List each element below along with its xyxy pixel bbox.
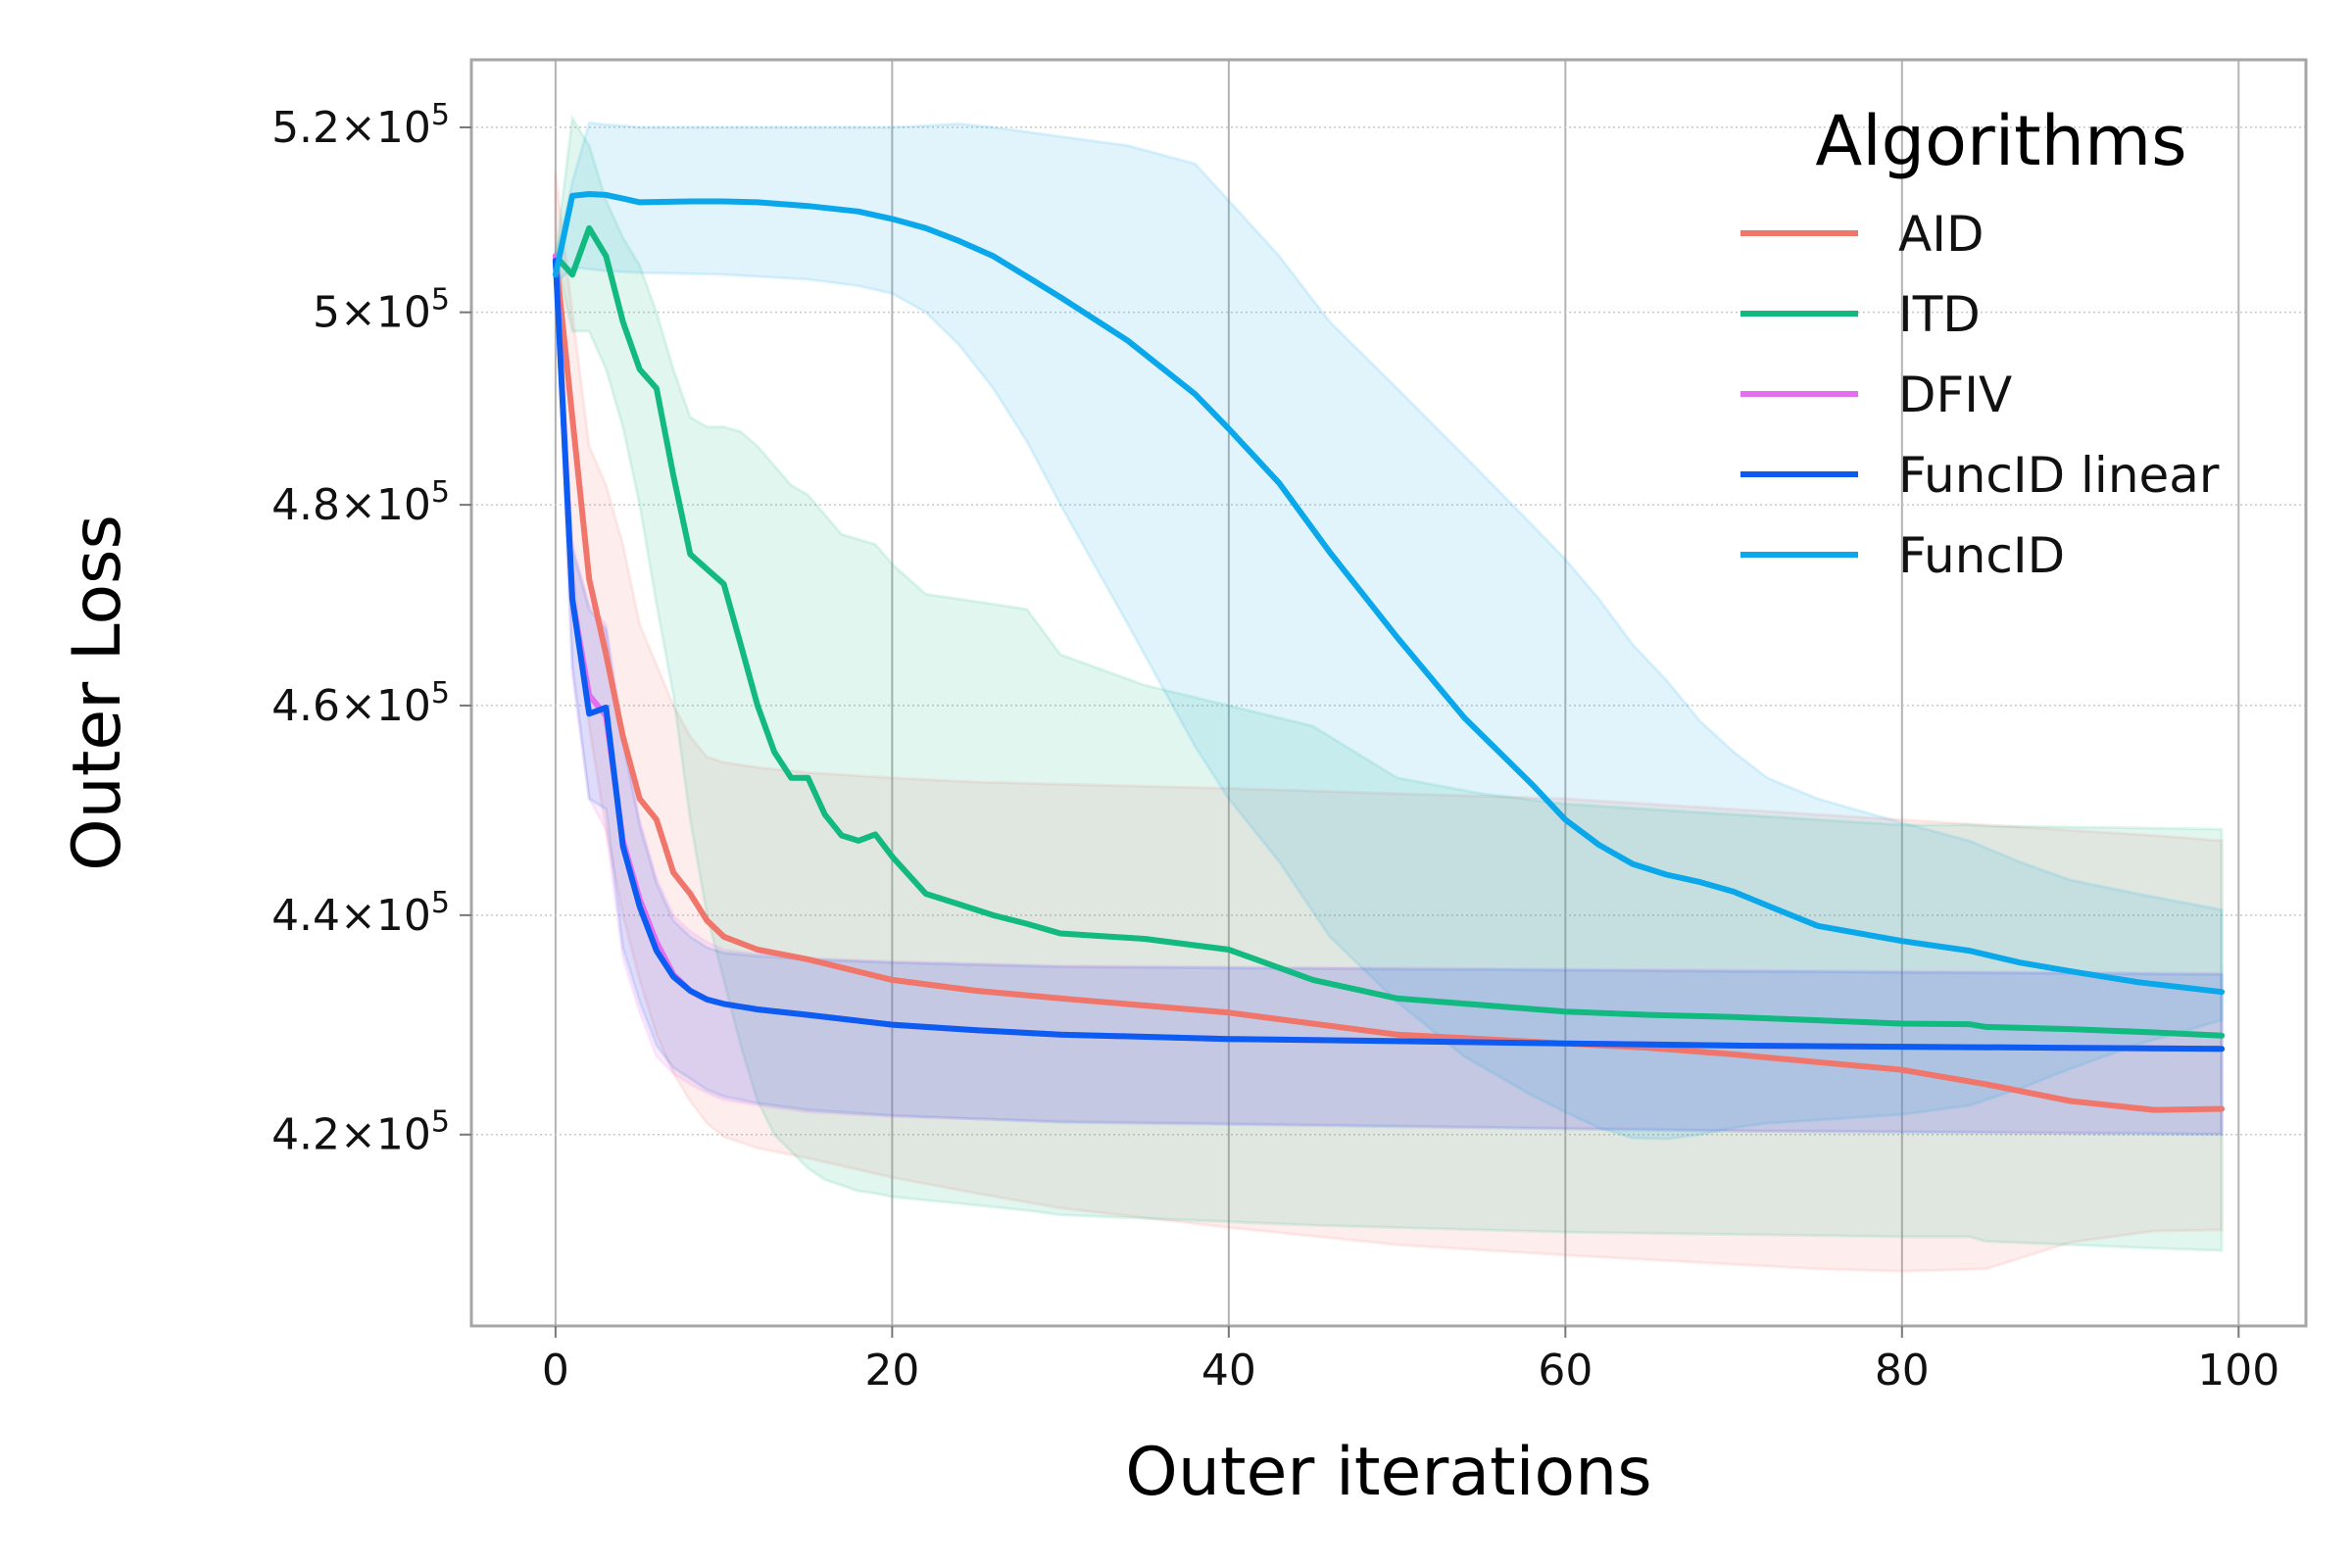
grid-lines [471,60,2306,1326]
line-funcid [552,191,2226,996]
x-tick-label: 100 [2197,1346,2279,1396]
y-tick-label: 4.2×105 [271,1105,450,1160]
band-aid [554,172,2224,1273]
x-tick-label: 0 [542,1346,569,1396]
y-tick-label: 4.6×105 [271,676,450,731]
line-aid [552,253,2226,1113]
x-tick-label: 20 [864,1346,919,1396]
series-lines [552,191,2226,1113]
y-axis-ticks: 4.2×105 4.4×105 4.6×105 4.8×105 5×105 5.2×105 [271,98,471,1160]
y-tick-label: 5.2×105 [271,98,450,153]
y-axis-title: Outer Loss [59,514,136,871]
legend-label: AID [1898,206,1984,263]
x-tick-label: 80 [1875,1346,1930,1396]
x-tick-label: 40 [1201,1346,1256,1396]
band-itd [554,114,2224,1252]
x-axis-ticks: 0 20 40 60 80 100 [542,1326,2279,1396]
y-tick-label: 4.8×105 [271,475,450,530]
legend-label: FuncID [1898,527,2065,584]
x-tick-label: 60 [1538,1346,1592,1396]
y-tick-label: 4.4×105 [271,886,450,941]
legend-label: FuncID linear [1898,447,2220,504]
line-funcid-linear [552,258,2226,1053]
legend-label: ITD [1898,286,1981,343]
legend-title: Algorithms [1815,101,2186,181]
x-axis-title: Outer iterations [1125,1434,1651,1511]
legend-label: DFIV [1898,367,2012,423]
line-itd [552,224,2226,1039]
legend: Algorithms AID ITD DFIV FuncID linear FuncID [1740,101,2220,584]
plot-frame [469,58,2308,1328]
y-tick-label: 5×105 [313,283,450,338]
